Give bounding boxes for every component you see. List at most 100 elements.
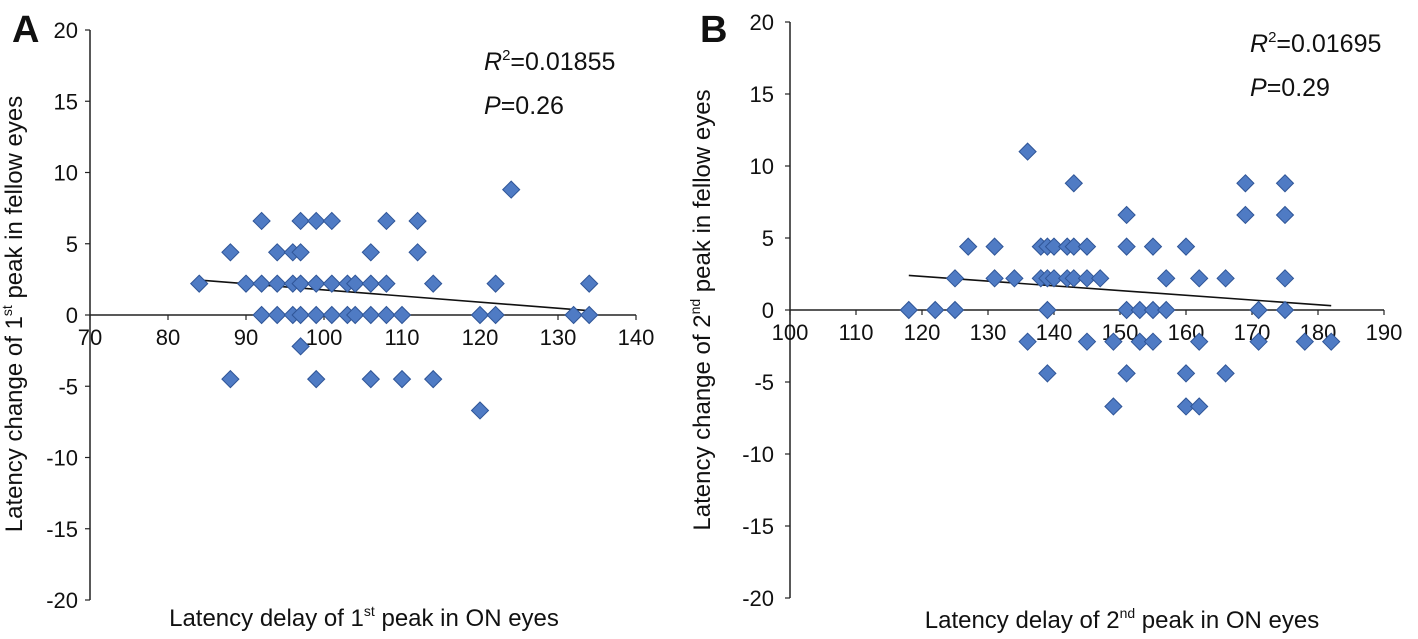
y-tick-label: 20	[54, 18, 78, 43]
data-point	[1176, 397, 1196, 416]
data-point	[1064, 174, 1084, 193]
data-point	[1038, 300, 1057, 320]
data-point	[392, 369, 412, 389]
data-point	[1005, 269, 1024, 288]
x-tick-label: 130	[540, 325, 577, 350]
y-tick-label: 0	[762, 298, 774, 323]
scatter-panel-b: B R2=0.01695 P=0.29 20 15 10 5 0 -5 -10 -15 -20 1…	[687, 9, 1402, 634]
data-point	[1044, 237, 1064, 256]
data-point	[899, 300, 919, 320]
x-tick-label: 80	[156, 325, 180, 350]
data-point	[1064, 269, 1084, 288]
x-tick-label: 120	[462, 325, 499, 350]
data-point	[361, 305, 381, 325]
y-tick-label: 20	[750, 10, 774, 35]
data-point	[377, 305, 396, 325]
data-point	[1077, 237, 1097, 256]
data-point	[945, 269, 965, 288]
data-point	[252, 274, 271, 293]
x-axis-title-b: Latency delay of 2nd peak in ON eyes	[925, 605, 1319, 634]
data-point	[1104, 332, 1123, 351]
trendline-b	[908, 274, 1332, 307]
data-point	[1143, 237, 1163, 256]
data-point	[322, 305, 342, 325]
data-point	[1189, 269, 1209, 288]
y-tick-label: -5	[58, 374, 78, 399]
points-b	[899, 142, 1341, 416]
y-tick-label: -10	[46, 446, 78, 471]
y-tick-label: 0	[66, 303, 78, 328]
x-tick-label: 100	[306, 325, 343, 350]
data-point	[1090, 269, 1110, 288]
data-point	[1275, 174, 1295, 193]
y-tick-label: 10	[750, 154, 774, 179]
y-tick-label: -15	[742, 514, 774, 539]
data-point	[579, 305, 599, 325]
r2-annotation-b: R2=0.01695	[1250, 29, 1381, 58]
y-tick-label: 5	[66, 232, 78, 257]
data-point	[291, 274, 310, 293]
x-tick-label: 90	[234, 325, 258, 350]
data-point	[306, 305, 326, 325]
data-point	[925, 300, 945, 320]
data-point	[1130, 332, 1150, 351]
data-point	[945, 300, 965, 320]
y-tick-label: 5	[762, 226, 774, 251]
data-point	[1117, 205, 1136, 225]
data-point	[1189, 332, 1209, 351]
x-tick-label: 140	[618, 325, 655, 350]
data-point	[408, 211, 427, 231]
x-tick-label: 100	[772, 320, 809, 345]
data-point	[408, 243, 427, 262]
data-point	[1249, 332, 1268, 351]
data-point	[1275, 205, 1295, 225]
y-tick-label: 10	[54, 161, 78, 186]
data-point	[1321, 332, 1341, 351]
data-point	[306, 274, 326, 293]
y-tick-label: -20	[742, 586, 774, 611]
x-tick-label: 70	[78, 325, 102, 350]
data-point	[267, 243, 287, 262]
data-point	[423, 369, 443, 389]
data-point	[1236, 174, 1255, 193]
data-point	[377, 274, 396, 293]
y-axis-title-b: Latency change of 2nd peak in fellow eye…	[687, 89, 716, 530]
y-tick-label: -15	[46, 517, 78, 542]
data-point	[291, 337, 310, 356]
data-point	[1275, 269, 1295, 288]
data-point	[1130, 300, 1150, 320]
data-point	[361, 243, 381, 262]
data-point	[1117, 364, 1136, 383]
data-point	[1104, 397, 1123, 416]
data-point	[322, 211, 342, 231]
data-point	[564, 305, 583, 325]
data-point	[470, 305, 490, 325]
data-point	[377, 211, 396, 231]
data-point	[985, 237, 1004, 256]
scatter-panel-a: A R2=0.01855 P=0.26 20 15 10 5 0 -5 -10 -15 -20 7…	[0, 9, 654, 632]
p-annotation-b: P=0.29	[1250, 74, 1330, 102]
data-point	[1018, 332, 1037, 351]
data-point	[392, 305, 412, 325]
panel-label-b: B	[700, 9, 727, 51]
data-point	[361, 274, 381, 293]
data-point	[236, 274, 256, 293]
data-point	[221, 369, 240, 389]
data-point	[423, 274, 443, 293]
data-point	[291, 243, 310, 262]
data-point	[1077, 269, 1097, 288]
data-point	[1216, 364, 1235, 383]
data-point	[486, 274, 505, 293]
data-point	[1018, 142, 1037, 161]
y-tick-label: -10	[742, 442, 774, 467]
data-point	[1064, 237, 1084, 256]
data-point	[252, 211, 271, 231]
data-point	[1176, 364, 1196, 383]
data-point	[1295, 332, 1315, 351]
data-point	[1156, 300, 1176, 320]
data-point	[1216, 269, 1235, 288]
data-point	[252, 305, 271, 325]
r2-annotation-a: R2=0.01855	[484, 47, 615, 76]
data-point	[189, 274, 209, 293]
